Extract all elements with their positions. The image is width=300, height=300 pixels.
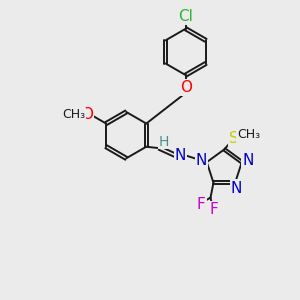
Text: O: O [81, 107, 93, 122]
Text: CH₃: CH₃ [237, 128, 260, 141]
Text: F: F [196, 196, 206, 211]
Text: F: F [209, 202, 218, 217]
Text: H: H [159, 135, 169, 149]
Text: N: N [196, 153, 207, 168]
Text: N: N [242, 153, 254, 168]
Text: Cl: Cl [178, 9, 193, 24]
Text: S: S [229, 130, 239, 146]
Text: O: O [180, 80, 192, 95]
Text: CH₃: CH₃ [62, 108, 85, 121]
Text: N: N [175, 148, 186, 163]
Text: N: N [231, 181, 242, 196]
